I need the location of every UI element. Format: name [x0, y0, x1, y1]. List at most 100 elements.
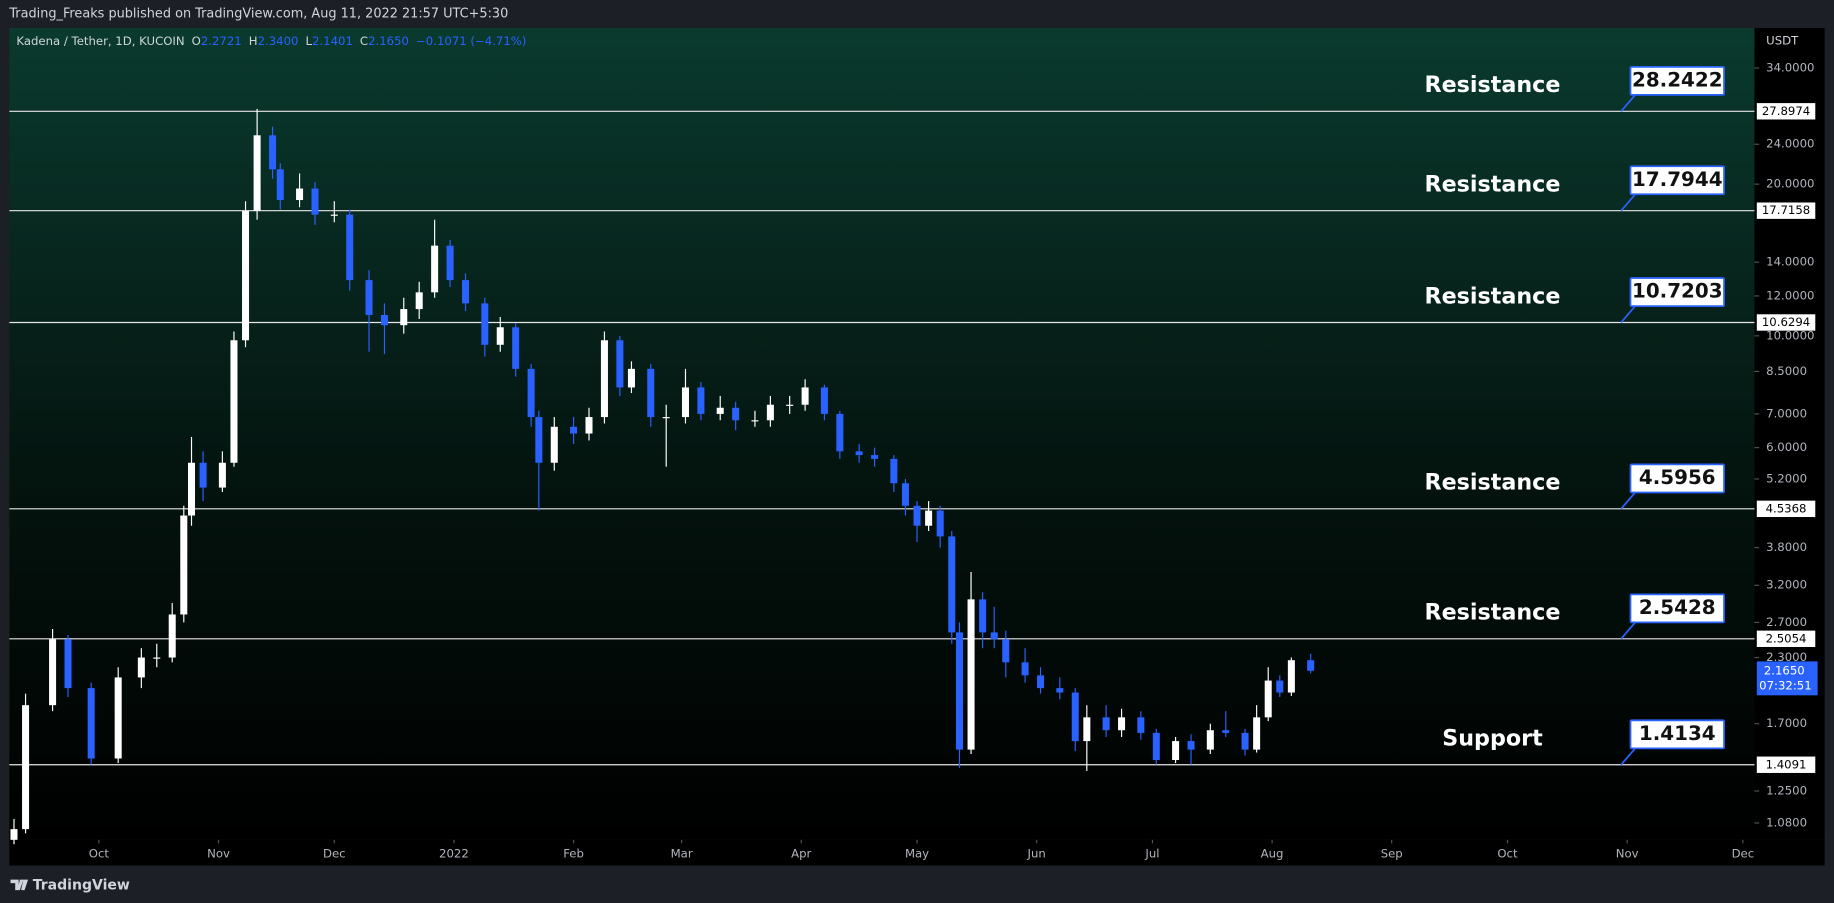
candle-body: [496, 327, 504, 345]
candle-body: [681, 387, 689, 418]
candle-body: [311, 188, 319, 215]
callout-leader: [1620, 621, 1636, 640]
ohlc-value: 2.1401: [312, 33, 353, 47]
level-tag: [1756, 756, 1816, 773]
y-tick-label: 5.2000: [1766, 471, 1807, 485]
candle-body: [1002, 639, 1010, 663]
level-tag: [1756, 630, 1816, 647]
candle-body: [890, 458, 898, 484]
y-tick-label: 34.0000: [1766, 60, 1814, 74]
candle-body: [330, 214, 338, 216]
brand-name: TradingView: [33, 877, 130, 893]
symbol-legend: Kadena / Tether, 1D, KUCOIN O2.2721 H2.340…: [16, 33, 526, 47]
level-name: Resistance: [1425, 600, 1561, 626]
brand-logo: [10, 879, 29, 891]
x-tick-label: Dec: [323, 846, 346, 860]
y-tick-label: 3.2000: [1766, 578, 1807, 592]
level-name: Resistance: [1425, 171, 1561, 197]
candle-body: [1071, 692, 1079, 742]
candle-body: [955, 632, 963, 750]
candle-body: [296, 188, 304, 201]
brand: TradingView: [10, 877, 130, 893]
plot-area: [9, 28, 1755, 840]
candle-body: [512, 327, 520, 369]
y-tick-label: 6.0000: [1766, 440, 1807, 454]
level-tag-label: 10.6294: [1762, 315, 1810, 329]
candle-body: [346, 214, 354, 281]
candle-body: [1307, 660, 1315, 671]
y-tick-label: 3.8000: [1766, 540, 1807, 554]
price-axis: [1754, 28, 1825, 840]
candle-body: [1083, 717, 1091, 742]
candle-body: [1241, 732, 1249, 750]
candle-body: [218, 462, 226, 488]
candle-body: [188, 462, 196, 516]
level-tag-label: 1.4091: [1766, 757, 1807, 771]
level-tag: [1756, 314, 1816, 331]
candle-body: [1187, 741, 1195, 750]
x-tick-label: May: [905, 846, 929, 860]
candle-body: [180, 515, 188, 615]
countdown: 07:32:51: [1759, 678, 1812, 692]
x-tick-label: Feb: [563, 846, 584, 860]
candle-body: [801, 387, 809, 405]
ohlc-change: −0.1071 (−4.71%): [416, 33, 526, 47]
ohlc-value: 2.1650: [368, 33, 409, 47]
candle-body: [1276, 680, 1284, 693]
y-tick-label: 7.0000: [1766, 406, 1807, 420]
x-tick-label: Dec: [1732, 846, 1755, 860]
candle-body: [662, 417, 670, 419]
y-tick-label: 14.0000: [1766, 255, 1814, 269]
ohlc-key: L: [305, 33, 312, 47]
callout-label: 1.4134: [1639, 722, 1716, 745]
candle-body: [766, 404, 774, 421]
candle-body: [647, 368, 655, 418]
level-tag: [1756, 500, 1816, 518]
candle-body: [716, 407, 724, 414]
y-tick-label: 24.0000: [1766, 137, 1814, 151]
callout-box: [1629, 593, 1725, 624]
candle-body: [168, 614, 176, 658]
candle-body: [616, 340, 624, 388]
candle-body: [1172, 741, 1180, 761]
callout-leader: [1620, 747, 1636, 766]
candle-body: [550, 426, 558, 463]
candle-body: [527, 368, 535, 418]
marks: [9, 108, 1755, 845]
callout-label: 10.7203: [1632, 280, 1723, 303]
callout-leader: [1620, 491, 1636, 510]
candle-body: [535, 417, 543, 463]
publish-note: Trading_Freaks published on TradingView.…: [8, 7, 508, 22]
time-axis: [9, 839, 1825, 866]
candle-body: [1037, 675, 1045, 689]
level-name: Resistance: [1425, 72, 1561, 98]
x-tick-label: Aug: [1261, 846, 1284, 860]
candle-body: [253, 135, 261, 211]
candle-body: [967, 599, 975, 750]
last-price-tag: [1756, 661, 1818, 696]
candle-body: [786, 404, 794, 406]
candle-body: [836, 413, 844, 452]
candle-body: [925, 510, 933, 526]
candle-body: [114, 677, 122, 759]
currency: USDT: [1766, 33, 1799, 47]
level-name: Support: [1442, 726, 1543, 752]
candle-body: [600, 340, 608, 418]
level-tag-label: 27.8974: [1762, 104, 1810, 118]
candle-body: [990, 632, 998, 640]
candle-body: [1021, 662, 1029, 676]
candle-body: [199, 462, 207, 488]
candle-body: [481, 303, 489, 345]
candle-body: [732, 407, 740, 421]
ohlc-key: C: [360, 33, 368, 47]
candle-body: [913, 505, 921, 526]
level-tag-label: 4.5368: [1766, 501, 1807, 515]
y-tick-label: 8.5000: [1766, 364, 1807, 378]
candle-body: [855, 451, 863, 456]
y-tick-label: 12.0000: [1766, 288, 1814, 302]
candle-body: [380, 314, 388, 326]
overlay: 34.0000 24.0000 20.0000 14.0000 12.0000 10.00…: [89, 60, 1818, 860]
callout-box: [1629, 65, 1725, 96]
callout-label: 4.5956: [1639, 466, 1716, 489]
